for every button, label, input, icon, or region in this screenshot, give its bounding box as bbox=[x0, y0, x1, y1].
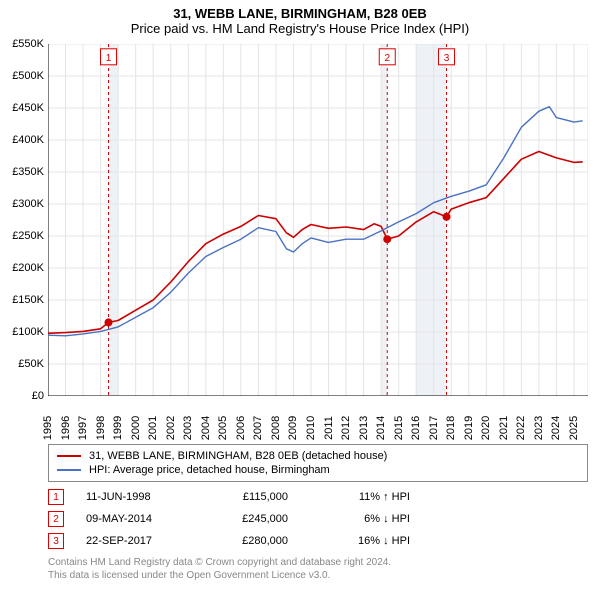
event-date: 22-SEP-2017 bbox=[86, 535, 186, 547]
event-price: £280,000 bbox=[208, 535, 288, 547]
x-tick-label: 2023 bbox=[533, 416, 545, 440]
footnote-line1: Contains HM Land Registry data © Crown c… bbox=[48, 556, 588, 569]
x-tick-label: 2016 bbox=[410, 416, 422, 440]
y-tick-label: £450K bbox=[12, 102, 44, 114]
x-tick-label: 2025 bbox=[568, 416, 580, 440]
event-date: 09-MAY-2014 bbox=[86, 513, 186, 525]
y-tick-label: £200K bbox=[12, 262, 44, 274]
x-tick-label: 2005 bbox=[217, 416, 229, 440]
x-tick-label: 2018 bbox=[445, 416, 457, 440]
event-price: £115,000 bbox=[208, 491, 288, 503]
x-tick-label: 2008 bbox=[270, 416, 282, 440]
x-tick-label: 2004 bbox=[200, 416, 212, 440]
event-marker: 1 bbox=[48, 489, 64, 505]
event-price: £245,000 bbox=[208, 513, 288, 525]
x-axis: 1995199619971998199920002001200220032004… bbox=[48, 396, 588, 442]
x-tick-label: 2002 bbox=[165, 416, 177, 440]
event-marker: 2 bbox=[48, 511, 64, 527]
x-tick-label: 2019 bbox=[463, 416, 475, 440]
x-tick-label: 2024 bbox=[550, 416, 562, 440]
footnote: Contains HM Land Registry data © Crown c… bbox=[48, 556, 588, 582]
x-tick-label: 2020 bbox=[480, 416, 492, 440]
x-tick-label: 2006 bbox=[235, 416, 247, 440]
y-tick-label: £50K bbox=[18, 358, 44, 370]
title-block: 31, WEBB LANE, BIRMINGHAM, B28 0EB Price… bbox=[0, 0, 600, 38]
y-tick-label: £550K bbox=[12, 38, 44, 50]
title-subtitle: Price paid vs. HM Land Registry's House … bbox=[0, 21, 600, 36]
x-tick-label: 1996 bbox=[60, 416, 72, 440]
event-hpi: 16% ↓ HPI bbox=[310, 535, 410, 547]
legend-row: HPI: Average price, detached house, Birm… bbox=[57, 463, 579, 477]
x-tick-label: 2013 bbox=[358, 416, 370, 440]
event-marker: 3 bbox=[48, 533, 64, 549]
x-tick-label: 2012 bbox=[340, 416, 352, 440]
x-tick-label: 2009 bbox=[287, 416, 299, 440]
x-tick-label: 2017 bbox=[428, 416, 440, 440]
y-axis: £0£50K£100K£150K£200K£250K£300K£350K£400… bbox=[0, 44, 48, 396]
x-tick-label: 2003 bbox=[182, 416, 194, 440]
footnote-line2: This data is licensed under the Open Gov… bbox=[48, 569, 588, 582]
y-tick-label: £500K bbox=[12, 70, 44, 82]
event-table: 1 11-JUN-1998 £115,000 11% ↑ HPI 2 09-MAY-201… bbox=[48, 486, 588, 552]
y-tick-label: £0 bbox=[32, 390, 44, 402]
svg-text:2: 2 bbox=[384, 53, 390, 64]
x-tick-label: 2000 bbox=[130, 416, 142, 440]
event-date: 11-JUN-1998 bbox=[86, 491, 186, 503]
event-hpi: 6% ↓ HPI bbox=[310, 513, 410, 525]
event-row: 2 09-MAY-2014 £245,000 6% ↓ HPI bbox=[48, 508, 588, 530]
x-tick-label: 2014 bbox=[375, 416, 387, 440]
x-tick-label: 2007 bbox=[252, 416, 264, 440]
y-tick-label: £400K bbox=[12, 134, 44, 146]
x-tick-label: 2010 bbox=[305, 416, 317, 440]
y-tick-label: £100K bbox=[12, 326, 44, 338]
x-tick-label: 2001 bbox=[147, 416, 159, 440]
legend-row: 31, WEBB LANE, BIRMINGHAM, B28 0EB (deta… bbox=[57, 449, 579, 463]
x-tick-label: 1999 bbox=[112, 416, 124, 440]
svg-text:3: 3 bbox=[444, 53, 450, 64]
title-address: 31, WEBB LANE, BIRMINGHAM, B28 0EB bbox=[0, 6, 600, 21]
x-tick-label: 2021 bbox=[498, 416, 510, 440]
event-row: 1 11-JUN-1998 £115,000 11% ↑ HPI bbox=[48, 486, 588, 508]
y-tick-label: £300K bbox=[12, 198, 44, 210]
chart-svg: 1 2 3 bbox=[48, 44, 588, 396]
event-hpi: 11% ↑ HPI bbox=[310, 491, 410, 503]
x-tick-label: 2022 bbox=[515, 416, 527, 440]
x-tick-label: 1995 bbox=[42, 416, 54, 440]
chart-container: 31, WEBB LANE, BIRMINGHAM, B28 0EB Price… bbox=[0, 0, 600, 590]
legend-label: HPI: Average price, detached house, Birm… bbox=[89, 464, 330, 476]
legend-swatch bbox=[57, 469, 81, 471]
event-row: 3 22-SEP-2017 £280,000 16% ↓ HPI bbox=[48, 530, 588, 552]
x-tick-label: 1998 bbox=[95, 416, 107, 440]
y-tick-label: £150K bbox=[12, 294, 44, 306]
y-tick-label: £350K bbox=[12, 166, 44, 178]
legend: 31, WEBB LANE, BIRMINGHAM, B28 0EB (deta… bbox=[48, 444, 588, 482]
chart-plot-area: 1 2 3 bbox=[48, 44, 588, 396]
svg-text:1: 1 bbox=[106, 53, 112, 64]
legend-label: 31, WEBB LANE, BIRMINGHAM, B28 0EB (deta… bbox=[89, 450, 387, 462]
y-tick-label: £250K bbox=[12, 230, 44, 242]
legend-swatch bbox=[57, 455, 81, 457]
x-tick-label: 1997 bbox=[77, 416, 89, 440]
x-tick-label: 2015 bbox=[393, 416, 405, 440]
x-tick-label: 2011 bbox=[323, 416, 335, 440]
